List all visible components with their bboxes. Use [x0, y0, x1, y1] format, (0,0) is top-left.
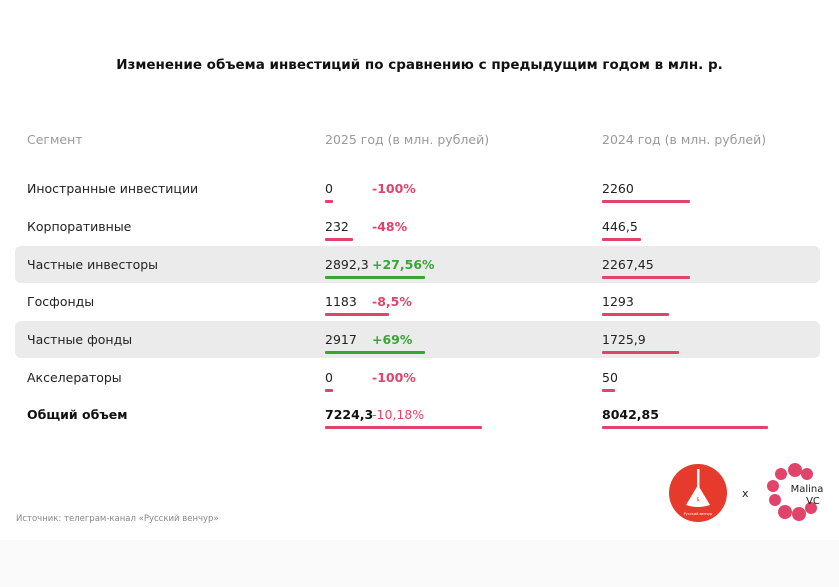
change-percent: -100%: [372, 370, 416, 385]
change-percent: -48%: [372, 219, 408, 234]
russkiy-venchur-logo: $ Русский венчур: [669, 464, 727, 522]
value-2024: 2260: [602, 181, 634, 196]
segment-label: Частные фонды: [27, 332, 133, 347]
svg-text:$: $: [696, 497, 699, 503]
bar-2025: [325, 389, 333, 392]
segment-label: Частные инвесторы: [27, 257, 159, 272]
value-2025: 232: [325, 219, 349, 234]
bar-2024: [602, 426, 768, 429]
value-2025: 7224,3: [325, 407, 374, 422]
bar-2024: [602, 200, 690, 203]
header-2025: 2025 год (в млн. рублей): [325, 132, 490, 147]
value-2025: 1183: [325, 294, 357, 309]
segment-label: Общий объем: [27, 407, 128, 422]
bar-2025: [325, 200, 333, 203]
table-row: Частные фонды 2917 +69% 1725,9: [15, 321, 820, 358]
table-row: Частные инвесторы 2892,3 +27,56% 2267,45: [15, 246, 820, 283]
bar-2024: [602, 238, 642, 241]
table-row: Госфонды 1183 -8,5% 1293: [15, 283, 820, 320]
malina-vc-logo: Malina VC: [767, 463, 824, 521]
bar-2024: [602, 389, 616, 392]
change-percent: -8,5%: [372, 294, 412, 309]
segment-label: Иностранные инвестиции: [27, 181, 199, 196]
value-2024: 1725,9: [602, 332, 646, 347]
value-2025: 2917: [325, 332, 357, 347]
segment-label: Корпоративные: [27, 219, 132, 234]
page-title: Изменение объема инвестиций по сравнению…: [116, 57, 723, 73]
table-row: Иностранные инвестиции 0 -100% 2260: [15, 170, 820, 207]
bar-2025: [325, 276, 425, 279]
change-percent: -100%: [372, 181, 416, 196]
change-percent: +27,56%: [372, 257, 435, 272]
table-row: Акселераторы 0 -100% 50: [15, 359, 820, 396]
table-row: Корпоративные 232 -48% 446,5: [15, 208, 820, 245]
change-percent: +69%: [372, 332, 413, 347]
value-2024: 50: [602, 370, 618, 385]
svg-text:VC: VC: [806, 496, 820, 507]
bottom-band: [0, 540, 839, 587]
bar-2025: [325, 351, 425, 354]
bar-2025: [325, 238, 354, 241]
value-2024: 2267,45: [602, 257, 654, 272]
segment-label: Госфонды: [27, 294, 95, 309]
value-2024: 446,5: [602, 219, 638, 234]
segment-label: Акселераторы: [27, 370, 122, 385]
header-2024: 2024 год (в млн. рублей): [602, 132, 767, 147]
header-segment: Сегмент: [27, 132, 83, 147]
bar-2024: [602, 313, 669, 316]
bar-2024: [602, 276, 691, 279]
change-percent: -10,18%: [372, 407, 425, 422]
value-2024: 1293: [602, 294, 634, 309]
value-2024: 8042,85: [602, 407, 659, 422]
logo-left-text: Русский венчур: [684, 512, 713, 516]
bar-2025: [325, 313, 389, 316]
logo-separator: x: [742, 487, 749, 500]
value-2025: 0: [325, 181, 333, 196]
source-note: Источник: телеграм-канал «Русский венчур…: [16, 514, 219, 524]
bar-2024: [602, 351, 679, 354]
value-2025: 2892,3: [325, 257, 369, 272]
table-row: Общий объем 7224,3 -10,18% 8042,85: [15, 396, 820, 433]
bar-2025: [325, 426, 483, 429]
svg-text:Malina: Malina: [791, 484, 824, 495]
value-2025: 0: [325, 370, 333, 385]
